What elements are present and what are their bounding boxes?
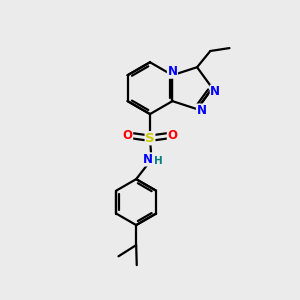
Text: O: O — [167, 129, 177, 142]
Text: O: O — [123, 129, 133, 142]
Text: N: N — [167, 65, 177, 78]
Text: S: S — [145, 132, 155, 145]
Text: H: H — [154, 156, 162, 166]
Text: N: N — [143, 153, 153, 166]
Text: N: N — [196, 104, 206, 117]
Text: N: N — [210, 85, 220, 98]
